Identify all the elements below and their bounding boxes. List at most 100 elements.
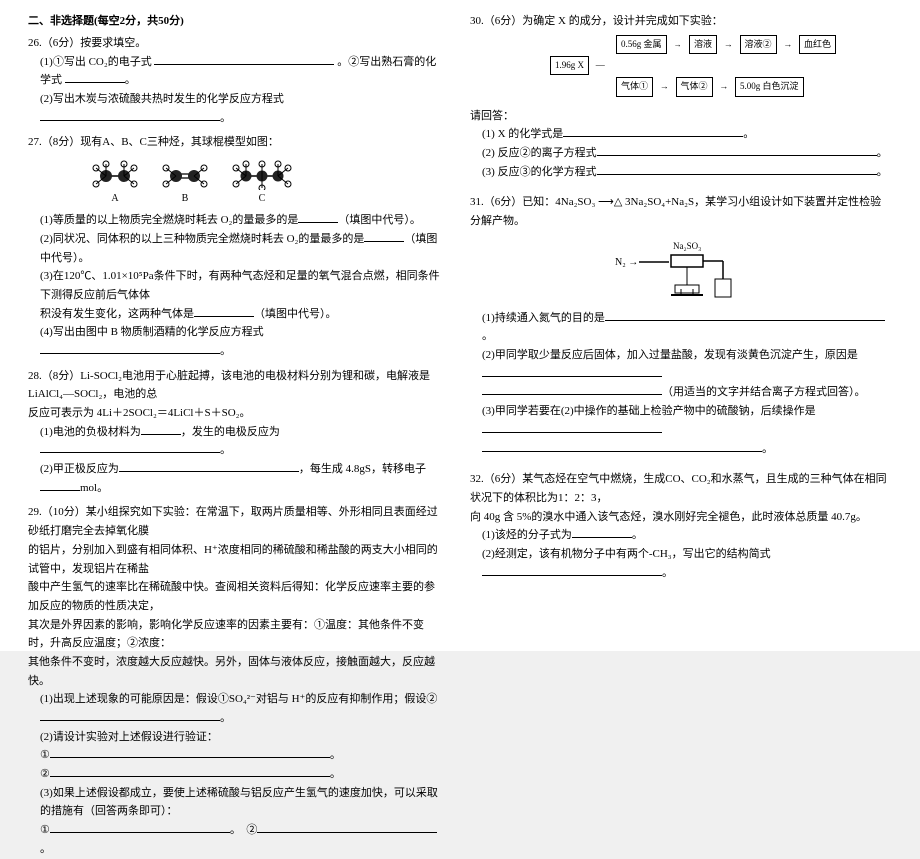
q26: 26.（6分）按要求填空。 (1)①写出 CO₂的电子式 。②写出熟石膏的化学式… (28, 34, 442, 127)
molecule-diagram: A B (28, 152, 442, 211)
n2-label: N₂ → (615, 257, 638, 268)
q27-3c: （填图中代号）。 (254, 308, 337, 320)
flow-box: 溶液 (689, 35, 717, 54)
q28-2a: (2)甲正极反应为 (40, 463, 119, 475)
q31-2b: （用适当的文字并结合离子方程式回答）。 (662, 386, 866, 398)
q29-l2: 的铝片，分别加入到盛有相同体积、H⁺浓度相同的稀硫酸和稀盐酸的两支大小相同的试管… (28, 541, 442, 578)
q31-1: (1)持续通入氮气的目的是 (482, 312, 605, 324)
q29-l5: 其他条件不变时，浓度越大反应越快。另外，固体与液体反应，接触面越大，反应越快。 (28, 653, 442, 690)
molecule-a: A (88, 156, 142, 207)
q27-3b: 积没有发生变化，这两种气体是 (40, 308, 194, 320)
blank (40, 709, 220, 721)
q30-ans: 请回答： (470, 107, 892, 126)
q28-1a: (1)电池的负极材料为 (40, 426, 141, 438)
q32-head: 32.（6分）某气态烃在空气中燃烧，生成CO、CO₂和水蒸气，且生成的三种气体在… (470, 470, 892, 507)
q29-head: 29.（10分）某小组探究如下实验：在常温下，取两片质量相等、外形相同且表面经过… (28, 503, 442, 540)
q28: 28.（8分）Li-SOCl₂电池用于心脏起搏，该电池的电极材料分别为锂和碳，电… (28, 367, 442, 498)
blank (154, 53, 334, 65)
arrow-icon: → (719, 37, 737, 52)
q29-2-2: ② (40, 768, 50, 780)
q30-3: (3) 反应③的化学方程式 (482, 166, 597, 178)
blank (364, 230, 404, 242)
q31-3: (3)甲同学若要在(2)中操作的基础上检验产物中的硫酸钠，后续操作是 (482, 405, 816, 417)
q31-2a: (2)甲同学取少量反应后固体，加入过量盐酸，发现有淡黄色沉淀产生，原因是 (482, 349, 858, 361)
q29-2-1: ① (40, 749, 50, 761)
flow-box: 溶液② (740, 35, 777, 54)
q30: 30.（6分）为确定 X 的成分，设计并完成如下实验： 0.56g 金属 → 溶… (470, 12, 892, 181)
blank (482, 564, 662, 576)
flow-box: 0.56g 金属 (616, 35, 667, 54)
flow-box: 血红色 (799, 35, 836, 54)
blank (572, 526, 632, 538)
blank (40, 441, 220, 453)
q29-3-1: ① (40, 824, 50, 836)
arrow-icon: → (779, 37, 797, 52)
q30-1: (1) X 的化学式是 (482, 128, 563, 140)
q32: 32.（6分）某气态烃在空气中燃烧，生成CO、CO₂和水蒸气，且生成的三种气体在… (470, 470, 892, 582)
flow-box: 气体② (676, 77, 713, 96)
q30-2: (2) 反应②的离子方程式 (482, 147, 597, 159)
arrow-icon: → (715, 79, 733, 94)
blank (40, 109, 220, 121)
q28-2c: mol。 (80, 482, 108, 494)
molecule-c: C (228, 156, 296, 207)
arrow-icon: → (669, 41, 687, 49)
blank (50, 765, 330, 777)
molecule-b: B (160, 156, 210, 207)
q27-4: (4)写出由图中 B 物质制酒精的化学反应方程式 (40, 326, 264, 338)
blank (482, 365, 662, 377)
blank (482, 421, 662, 433)
blank (194, 305, 254, 317)
q29-l4: 其次是外界因素的影响，影响化学反应速率的因素主要有：①温度：其他条件不变时，升高… (28, 616, 442, 653)
q28-head2: 反应可表示为 4Li＋2SOCl₂＝4LiCl＋S＋SO₂。 (28, 404, 442, 423)
mol-b-label: B (182, 190, 189, 207)
q29-1a: (1)出现上述现象的可能原因是：假设①SO₄²⁻对铝与 H⁺的反应有抑制作用；假… (40, 693, 437, 705)
blank (298, 211, 338, 223)
blank (257, 821, 437, 833)
section-header: 二、非选择题(每空2分，共50分) (28, 12, 442, 28)
q27-3a: (3)在120℃、1.01×10⁵Pa条件下时，有两种气态烃和足量的氧气混合点燃… (28, 267, 442, 304)
q28-head: 28.（8分）Li-SOCl₂电池用于心脏起搏，该电池的电极材料分别为锂和碳，电… (28, 367, 442, 404)
q29-2: (2)请设计实验对上述假设进行验证： (28, 728, 442, 747)
q27-head: 27.（8分）现有A、B、C三种烃，其球棍模型如图： (28, 133, 442, 152)
blank (40, 342, 220, 354)
q32-2: (2)经测定，该有机物分子中有两个-CH₃，写出它的结构简式 (482, 548, 771, 560)
q28-2b: ，每生成 4.8gS，转移电子 (299, 463, 426, 475)
q27: 27.（8分）现有A、B、C三种烃，其球棍模型如图： (28, 133, 442, 360)
mol-c-label: C (259, 190, 266, 207)
blank (65, 71, 125, 83)
blank (482, 383, 662, 395)
q28-1b: ，发生的电极反应为 (181, 426, 280, 438)
blank (119, 460, 299, 472)
q29-l3: 酸中产生氢气的速率比在稀硫酸中快。查阅相关资料后得知：化学反应速率主要的参加反应… (28, 578, 442, 615)
q29-3-2: ② (246, 824, 257, 836)
q26-1a: (1)①写出 CO₂的电子式 (40, 56, 152, 68)
flow-box: 气体① (616, 77, 653, 96)
arrow-icon: — (591, 58, 609, 73)
q29-3a: (3)如果上述假设都成立，要使上述稀硫酸与铝反应产生氢气的速度加快，可以采取的措… (28, 784, 442, 821)
na2so3-label: Na₂SO₃ (673, 241, 701, 251)
blank (605, 309, 885, 321)
q27-1b: （填图中代号）。 (338, 214, 421, 226)
q30-head: 30.（6分）为确定 X 的成分，设计并完成如下实验： (470, 12, 892, 31)
q26-2: (2)写出木炭与浓硫酸共热时发生的化学反应方程式 (40, 93, 284, 105)
mol-a-label: A (111, 190, 118, 207)
blank (597, 144, 877, 156)
flow-box: 1.96g X (550, 56, 589, 75)
q31: 31.（6分）已知：4Na₂SO₃ ⟶△ 3Na₂SO₄+Na₂S，某学习小组设… (470, 193, 892, 458)
blank (482, 440, 762, 452)
q26-head: 26.（6分）按要求填空。 (28, 34, 442, 53)
q31-device: N₂ → Na₂SO₃ (470, 231, 892, 309)
q31-head: 31.（6分）已知：4Na₂SO₃ ⟶△ 3Na₂SO₄+Na₂S，某学习小组设… (470, 193, 892, 230)
q29: 29.（10分）某小组探究如下实验：在常温下，取两片质量相等、外形相同且表面经过… (28, 503, 442, 858)
blank (40, 479, 80, 491)
q27-2a: (2)同状况、同体积的以上三种物质完全燃烧时耗去 O₂的量最多的是 (40, 233, 364, 245)
blank (50, 821, 230, 833)
q32-l2: 向 40g 含 5%的溴水中通入该气态烃，溴水刚好完全褪色，此时液体总质量 40… (470, 508, 892, 527)
blank (141, 423, 181, 435)
q27-1a: (1)等质量的以上物质完全燃烧时耗去 O₂的量最多的是 (40, 214, 298, 226)
q30-flowchart: 0.56g 金属 → 溶液 → 溶液② → 血红色 1.96g X — 气体① … (470, 31, 892, 101)
flow-box: 5.00g 白色沉淀 (735, 77, 804, 96)
blank (50, 746, 330, 758)
q32-1: (1)该烃的分子式为 (482, 529, 572, 541)
